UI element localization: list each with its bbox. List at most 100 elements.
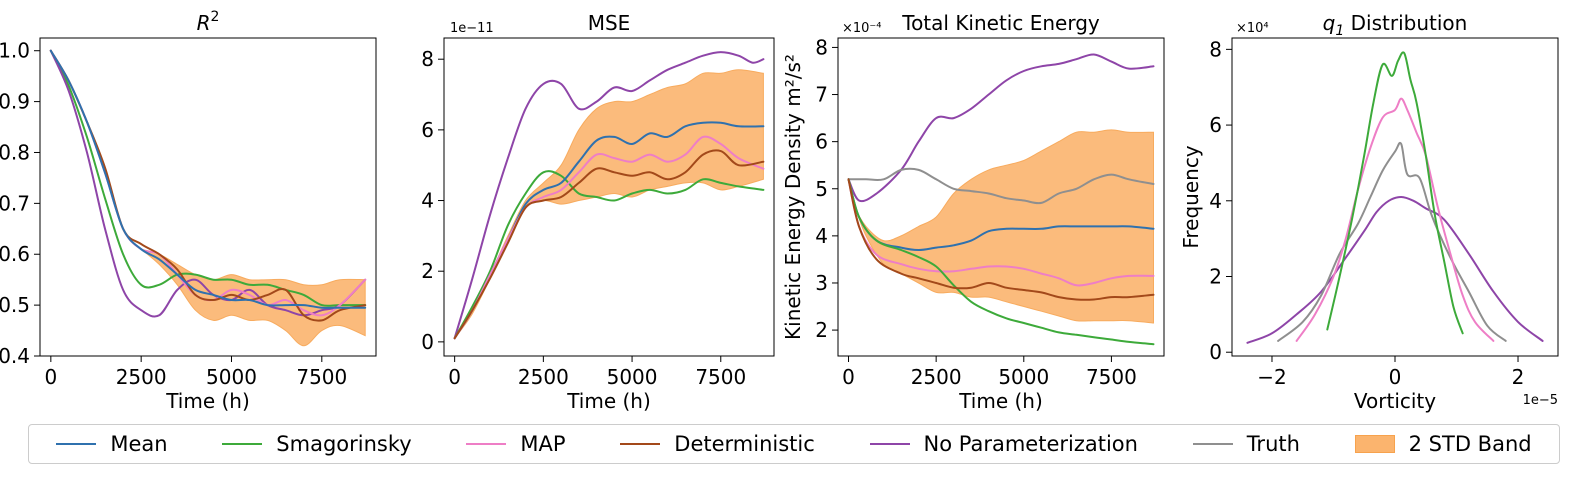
plot-area bbox=[1246, 51, 1544, 344]
y-tick-label: 0.4 bbox=[0, 344, 30, 368]
y-axis-label: Frequency bbox=[1179, 145, 1203, 248]
legend-item-smagorinsky: Smagorinsky bbox=[222, 432, 412, 456]
x-tick-label: 0 bbox=[1389, 365, 1402, 389]
series-no-parameterization bbox=[847, 53, 1155, 203]
plot-area bbox=[847, 53, 1155, 346]
legend-item-2-std-band: 2 STD Band bbox=[1354, 432, 1532, 456]
x-tick-label: 2500 bbox=[116, 365, 167, 389]
x-tick-label: 7500 bbox=[1086, 365, 1137, 389]
axes-frame bbox=[39, 37, 377, 357]
axes-frame bbox=[443, 37, 775, 357]
y-tick-label: 6 bbox=[815, 130, 828, 154]
legend-label: Mean bbox=[110, 432, 168, 456]
series-no-parameterization bbox=[453, 51, 765, 340]
y-tick-label: 0 bbox=[421, 330, 434, 354]
series-map bbox=[453, 135, 765, 340]
x-tick-label: 5000 bbox=[607, 365, 658, 389]
y-tick-label: 0.6 bbox=[0, 242, 30, 266]
x-axis-label: Time (h) bbox=[958, 389, 1043, 413]
series-map bbox=[1295, 97, 1495, 342]
x-tick-label: 2500 bbox=[518, 365, 569, 389]
series-smagorinsky bbox=[49, 49, 367, 307]
x-tick-label: 7500 bbox=[296, 365, 347, 389]
y-tick-label: 6 bbox=[421, 118, 434, 142]
panel-2: 0 2500 5000 7500 0 2 4 6 8 Time (h) MSE 1e−11 bbox=[421, 11, 775, 413]
chart-title: Total Kinetic Energy bbox=[901, 11, 1100, 35]
series-no-parameterization bbox=[1246, 196, 1544, 344]
y-scale-note: 1e−11 bbox=[450, 21, 494, 36]
chart-title: q1 Distribution bbox=[1323, 11, 1468, 39]
plot-area bbox=[49, 49, 367, 347]
chart-title: R2 bbox=[197, 9, 220, 35]
y-scale-note: ×10⁻⁴ bbox=[842, 21, 882, 36]
legend-swatch-line bbox=[56, 443, 97, 445]
plot-area bbox=[453, 51, 765, 340]
y-tick-label: 6 bbox=[1209, 113, 1222, 137]
series-truth bbox=[847, 167, 1155, 205]
x-tick-label: 5000 bbox=[206, 365, 257, 389]
x-axis-label: Vorticity bbox=[1354, 389, 1436, 413]
panel-4: −2 0 2 0 2 4 6 8 Vorticity q1 Distribution ×10⁴ 1e−… bbox=[1179, 11, 1559, 413]
x-tick-label: −2 bbox=[1257, 365, 1286, 389]
axes-frame bbox=[837, 37, 1165, 357]
chart-title: MSE bbox=[588, 11, 631, 35]
y-tick-label: 0.5 bbox=[0, 293, 30, 317]
series-mean bbox=[49, 49, 367, 309]
legend-swatch-line bbox=[869, 443, 910, 445]
legend-swatch-band bbox=[1354, 435, 1395, 453]
legend-swatch-line bbox=[1192, 443, 1233, 445]
y-axis-label: Kinetic Energy Density m²/s² bbox=[781, 54, 805, 340]
y-tick-label: 8 bbox=[815, 35, 828, 59]
y-tick-label: 5 bbox=[815, 177, 828, 201]
y-tick-label: 0 bbox=[1209, 340, 1222, 364]
series-deterministic bbox=[49, 49, 367, 322]
legend-label: Smagorinsky bbox=[276, 432, 412, 456]
x-axis-label: Time (h) bbox=[165, 389, 250, 413]
legend-label: 2 STD Band bbox=[1408, 432, 1532, 456]
x-tick-label: 7500 bbox=[695, 365, 746, 389]
legend-item-map: MAP bbox=[466, 432, 566, 456]
y-tick-label: 0.7 bbox=[0, 191, 30, 215]
y-scale-note: ×10⁴ bbox=[1236, 21, 1269, 36]
y-tick-label: 4 bbox=[1209, 189, 1222, 213]
legend-swatch-line bbox=[466, 443, 507, 445]
series-smagorinsky bbox=[453, 170, 765, 340]
legend-item-deterministic: Deterministic bbox=[620, 432, 815, 456]
x-tick-label: 0 bbox=[842, 365, 855, 389]
series-deterministic bbox=[453, 149, 765, 340]
std-band bbox=[454, 69, 764, 339]
series-truth bbox=[1277, 141, 1507, 342]
legend-item-truth: Truth bbox=[1192, 432, 1300, 456]
y-tick-label: 1.0 bbox=[0, 39, 30, 63]
legend-label: Truth bbox=[1246, 432, 1300, 456]
y-tick-label: 0.8 bbox=[0, 140, 30, 164]
series-map bbox=[49, 49, 367, 317]
std-band bbox=[848, 129, 1154, 324]
y-tick-label: 8 bbox=[1209, 37, 1222, 61]
y-tick-label: 4 bbox=[815, 224, 828, 248]
panel-1: 0 2500 5000 7500 0.4 0.5 0.6 0.7 0.8 0.9 1.0 Time (… bbox=[0, 9, 377, 413]
legend-label: MAP bbox=[520, 432, 566, 456]
y-tick-label: 7 bbox=[815, 83, 828, 107]
legend-label: No Parameterization bbox=[923, 432, 1138, 456]
y-tick-label: 4 bbox=[421, 189, 434, 213]
legend-item-no-parameterization: No Parameterization bbox=[869, 432, 1138, 456]
series-map bbox=[847, 178, 1155, 287]
series-no-parameterization bbox=[49, 49, 367, 318]
legend-item-mean: Mean bbox=[56, 432, 168, 456]
y-tick-label: 3 bbox=[815, 271, 828, 295]
x-tick-label: 5000 bbox=[998, 365, 1049, 389]
legend-swatch-line bbox=[222, 443, 263, 445]
series-mean bbox=[847, 178, 1155, 251]
y-tick-label: 2 bbox=[1209, 265, 1222, 289]
x-tick-label: 0 bbox=[448, 365, 461, 389]
x-axis-label: Time (h) bbox=[566, 389, 651, 413]
y-tick-label: 8 bbox=[421, 47, 434, 71]
series-smagorinsky bbox=[847, 178, 1155, 346]
legend: Mean Smagorinsky MAP Deterministic No Parame… bbox=[28, 424, 1560, 464]
legend-swatch-line bbox=[620, 443, 661, 445]
y-tick-label: 0.9 bbox=[0, 90, 30, 114]
series-smagorinsky bbox=[1326, 51, 1464, 335]
panel-3: 0 2500 5000 7500 2 3 4 5 6 7 8 Time (h) Total Kineti… bbox=[781, 11, 1165, 413]
